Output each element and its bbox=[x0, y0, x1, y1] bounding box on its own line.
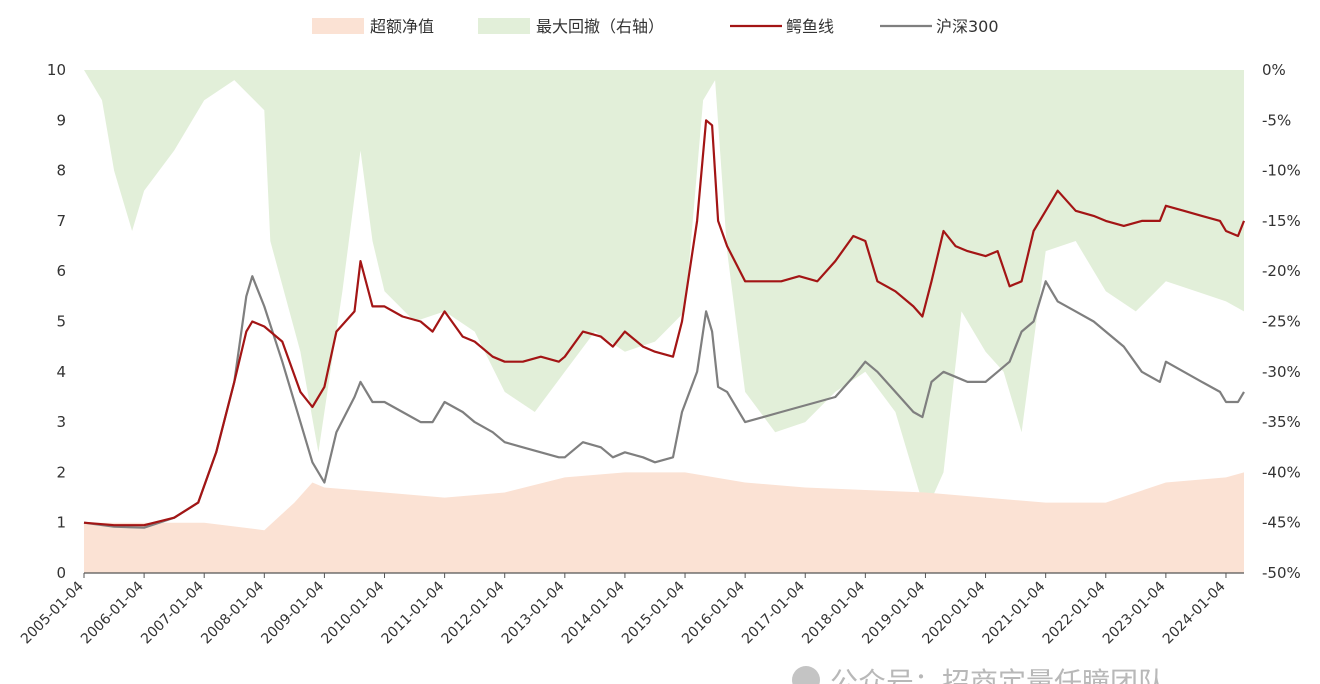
left-tick-label: 0 bbox=[56, 564, 66, 582]
x-tick-label: 2007-01-04 bbox=[138, 578, 207, 647]
area-layer bbox=[84, 70, 1244, 573]
left-tick-label: 10 bbox=[47, 61, 66, 79]
hs300-line bbox=[83, 275, 1245, 529]
x-tick-label: 2019-01-04 bbox=[859, 578, 928, 647]
x-tick-label: 2018-01-04 bbox=[799, 578, 868, 647]
right-tick-label: -10% bbox=[1262, 162, 1301, 180]
left-tick-label: 2 bbox=[56, 463, 66, 481]
excess-nav-area bbox=[84, 472, 1244, 573]
x-tick-label: 2012-01-04 bbox=[439, 578, 508, 647]
x-tick-label: 2005-01-04 bbox=[18, 578, 87, 647]
right-tick-label: -25% bbox=[1262, 313, 1301, 331]
x-tick-label: 2013-01-04 bbox=[499, 578, 568, 647]
right-tick-label: -40% bbox=[1262, 463, 1301, 481]
right-tick-label: -5% bbox=[1262, 111, 1291, 129]
x-tick-label: 2008-01-04 bbox=[198, 578, 267, 647]
legend-label-drawdown: 最大回撤（右轴） bbox=[536, 17, 664, 36]
right-tick-label: -30% bbox=[1262, 363, 1301, 381]
x-tick-label: 2017-01-04 bbox=[739, 578, 808, 647]
legend-label-crocodile: 鳄鱼线 bbox=[786, 17, 834, 36]
line-layer bbox=[83, 119, 1246, 529]
x-tick-label: 2014-01-04 bbox=[559, 578, 628, 647]
legend: 超额净值 最大回撤（右轴） 鳄鱼线 沪深300 bbox=[312, 17, 999, 36]
left-tick-label: 3 bbox=[56, 413, 66, 431]
left-tick-label: 5 bbox=[56, 313, 66, 331]
x-tick-label: 2022-01-04 bbox=[1040, 578, 1109, 647]
x-tick-label: 2021-01-04 bbox=[980, 578, 1049, 647]
x-tick-label: 2006-01-04 bbox=[78, 578, 147, 647]
legend-swatch-excess bbox=[312, 18, 364, 34]
right-tick-label: -50% bbox=[1262, 564, 1301, 582]
legend-label-excess: 超额净值 bbox=[370, 17, 434, 36]
wechat-icon bbox=[792, 666, 820, 684]
right-tick-label: -35% bbox=[1262, 413, 1301, 431]
right-tick-label: -20% bbox=[1262, 262, 1301, 280]
legend-swatch-drawdown bbox=[478, 18, 530, 34]
x-tick-label: 2015-01-04 bbox=[619, 578, 688, 647]
x-tick-label: 2016-01-04 bbox=[679, 578, 748, 647]
x-tick-label: 2011-01-04 bbox=[379, 578, 448, 647]
left-tick-label: 7 bbox=[56, 212, 66, 230]
legend-label-hs300: 沪深300 bbox=[936, 17, 999, 36]
x-tick-label: 2020-01-04 bbox=[920, 578, 989, 647]
x-tick-label: 2010-01-04 bbox=[318, 578, 387, 647]
watermark-text: 公众号：招商定量任瞳团队 bbox=[830, 666, 1166, 684]
x-tick-label: 2024-01-04 bbox=[1160, 578, 1229, 647]
right-tick-label: 0% bbox=[1262, 61, 1286, 79]
right-tick-label: -15% bbox=[1262, 212, 1301, 230]
right-tick-label: -45% bbox=[1262, 514, 1301, 532]
left-tick-label: 9 bbox=[56, 111, 66, 129]
left-tick-label: 8 bbox=[56, 162, 66, 180]
x-tick-label: 2023-01-04 bbox=[1100, 578, 1169, 647]
drawdown-area bbox=[84, 70, 1244, 513]
left-tick-label: 1 bbox=[56, 514, 66, 532]
crocodile-line bbox=[83, 119, 1246, 527]
left-tick-label: 6 bbox=[56, 262, 66, 280]
x-tick-label: 2009-01-04 bbox=[258, 578, 327, 647]
watermark: 公众号：招商定量任瞳团队 bbox=[792, 666, 1166, 684]
left-tick-label: 4 bbox=[56, 363, 66, 381]
